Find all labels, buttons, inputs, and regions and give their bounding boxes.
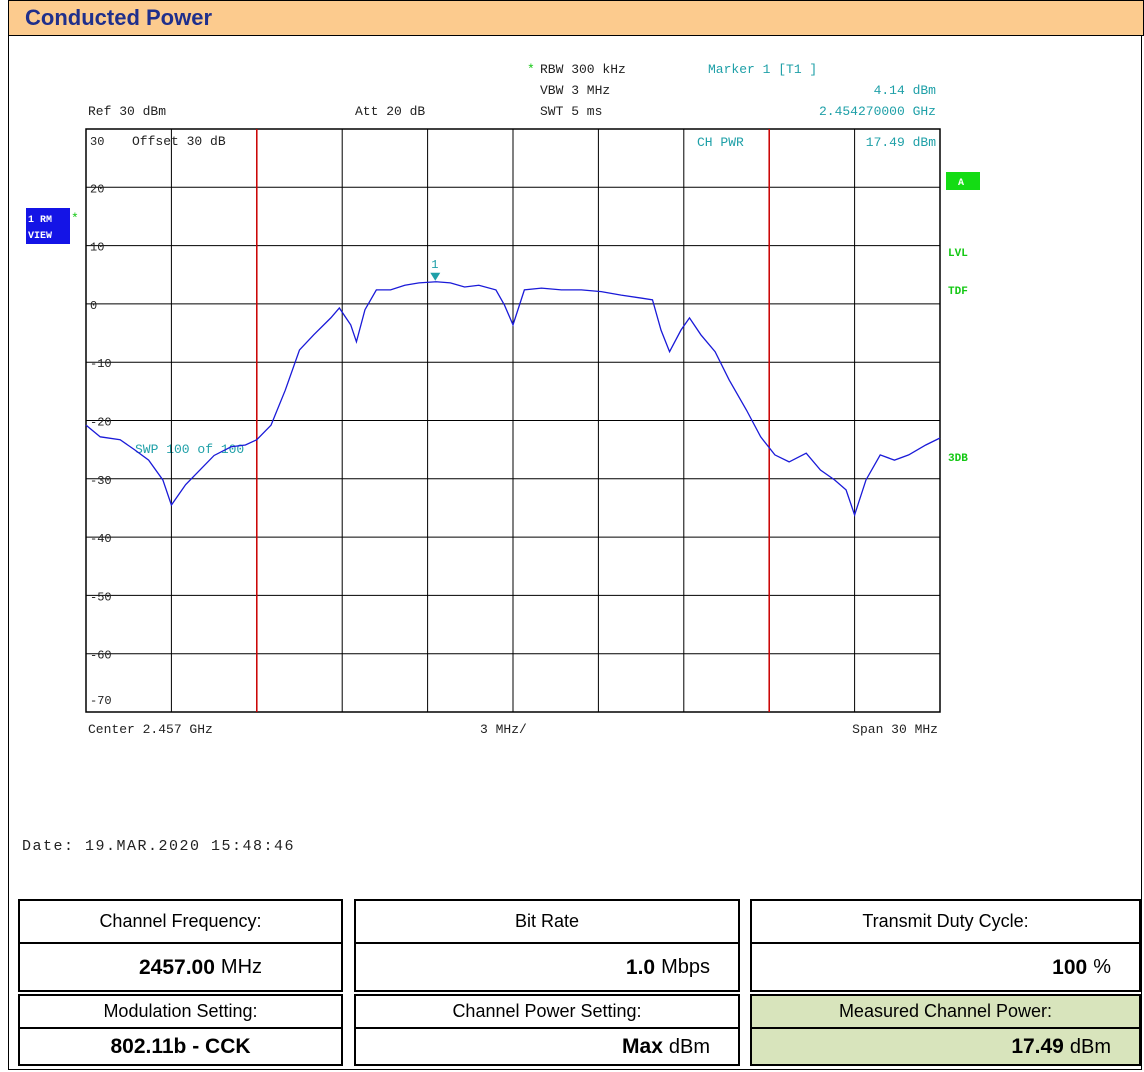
cell-label: Channel Frequency: [20, 901, 341, 944]
table-cell: Modulation Setting: 802.11b - CCK [18, 994, 343, 1066]
y-tick-label: -60 [90, 649, 112, 663]
marker [430, 272, 441, 281]
title-bar: Conducted Power [8, 0, 1144, 36]
trace [85, 281, 941, 518]
cell-value: 100 [1052, 955, 1088, 979]
attenuation: Att 20 dB [355, 104, 425, 119]
cell-unit: MHz [220, 956, 263, 979]
table-cell: Transmit Duty Cycle: 100% [750, 899, 1141, 992]
title: Conducted Power [25, 5, 213, 30]
cell-value-row: 802.11b - CCK [20, 1030, 341, 1064]
trace-view: VIEW [28, 231, 52, 242]
ref-level: Ref 30 dBm [88, 104, 166, 119]
table-cell: Bit Rate 1.0 Mbps [354, 899, 740, 992]
cell-label: Measured Channel Power: [752, 996, 1139, 1030]
side-label: A [958, 178, 964, 189]
ch-power-label: CH PWR [697, 135, 744, 150]
y-tick-label: 0 [90, 299, 97, 313]
side-label: TDF [948, 286, 968, 298]
cell-value-row: 2457.00 MHz [20, 946, 341, 991]
cell-value: 2457.00 [138, 955, 215, 979]
y-tick-label: 10 [90, 241, 104, 255]
cell-value-row: Max dBm [356, 1030, 738, 1064]
cell-value-row: 1.0 Mbps [356, 946, 738, 991]
cell-label: Channel Power Setting: [356, 996, 738, 1030]
side-label: 3DB [948, 453, 968, 465]
cell-value: 802.11b - CCK [110, 1035, 251, 1058]
table-cell: Channel Frequency: 2457.00 MHz [18, 899, 343, 992]
trace-star: * [71, 211, 79, 226]
cell-label: Transmit Duty Cycle: [752, 901, 1139, 944]
cell-label: Modulation Setting: [20, 996, 341, 1030]
table-cell: Measured Channel Power: 17.49 dBm [750, 994, 1141, 1066]
y-tick-label: 30 [90, 135, 104, 149]
marker-label: 1 [431, 258, 438, 272]
ch-power-value: 17.49 dBm [866, 135, 936, 150]
y-tick-label: -20 [90, 416, 112, 430]
swt: SWT 5 ms [540, 104, 602, 119]
y-tick-label: -10 [90, 357, 112, 371]
cell-value: 17.49 [1011, 1035, 1064, 1058]
date: Date: 19.MAR.2020 15:48:46 [22, 838, 295, 855]
per-division: 3 MHz/ [480, 722, 527, 737]
cell-unit: dBm [668, 1035, 710, 1058]
y-tick-label: -50 [90, 590, 112, 604]
y-tick-label: -70 [90, 694, 112, 708]
side-label: LVL [948, 248, 968, 260]
cell-value-row: 17.49 dBm [752, 1030, 1139, 1064]
cell-unit: Mbps [661, 956, 710, 979]
center-frequency: Center 2.457 GHz [88, 722, 213, 737]
cell-unit: % [1093, 956, 1111, 979]
marker-title: Marker 1 [T1 ] [708, 62, 817, 77]
cell-value: Max [622, 1035, 663, 1058]
cell-value: 1.0 [625, 955, 656, 979]
trace-mode: 1 RM [28, 215, 52, 226]
frame [8, 0, 1142, 1070]
trace-a-box [946, 172, 980, 190]
cell-label: Bit Rate [356, 901, 738, 944]
marker-frequency: 2.454270000 GHz [819, 104, 936, 119]
span: Span 30 MHz [852, 722, 938, 737]
sweep-count: SWP 100 of 100 [135, 442, 244, 457]
offset: Offset 30 dB [132, 134, 226, 149]
rbw-star: * [527, 62, 535, 77]
y-tick-label: -30 [90, 474, 112, 488]
cell-value-row: 100% [752, 946, 1139, 991]
rbw: RBW 300 kHz [540, 62, 626, 77]
vbw: VBW 3 MHz [540, 83, 610, 98]
cell-unit: dBm [1069, 1035, 1111, 1058]
y-tick-label: -40 [90, 532, 112, 546]
y-tick-label: 20 [90, 182, 104, 196]
table-cell: Channel Power Setting: Max dBm [354, 994, 740, 1066]
marker-level: 4.14 dBm [874, 83, 937, 98]
trace-mode-box [26, 208, 70, 244]
